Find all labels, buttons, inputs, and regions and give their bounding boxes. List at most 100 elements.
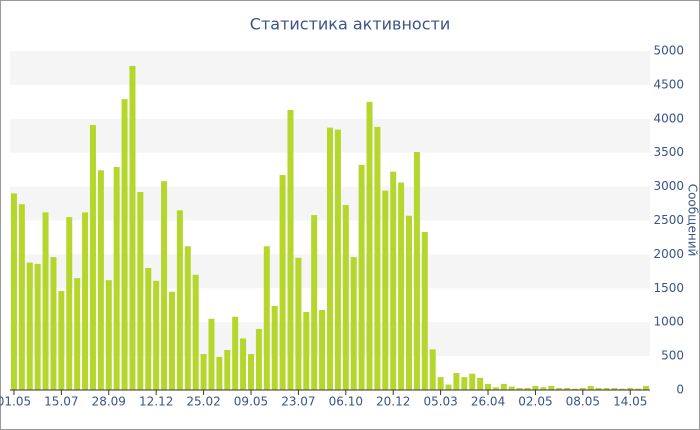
bar bbox=[516, 387, 523, 390]
bar bbox=[303, 312, 310, 390]
bar bbox=[97, 170, 104, 390]
bar bbox=[232, 316, 239, 390]
bar bbox=[398, 182, 405, 390]
bar bbox=[34, 263, 41, 390]
bar bbox=[137, 192, 144, 390]
bar bbox=[82, 212, 89, 390]
bar bbox=[121, 99, 128, 390]
bar bbox=[564, 387, 571, 390]
bar bbox=[168, 291, 175, 390]
bar bbox=[445, 384, 452, 390]
bar bbox=[413, 152, 420, 390]
bar bbox=[58, 291, 65, 390]
y-axis-title: Сообщений bbox=[686, 184, 700, 257]
y-tick-label: 2000 bbox=[653, 247, 684, 261]
bar bbox=[26, 262, 33, 390]
x-tick-label: 06.10 bbox=[329, 395, 363, 409]
bar bbox=[326, 127, 334, 390]
x-tick-label: 14.05 bbox=[613, 395, 647, 409]
bar bbox=[627, 387, 634, 390]
bar bbox=[500, 383, 507, 390]
x-tick-label: 23.07 bbox=[281, 395, 315, 409]
bar bbox=[390, 171, 397, 390]
y-tick-label: 4000 bbox=[653, 111, 684, 125]
x-tick-label: 20.12 bbox=[376, 395, 410, 409]
bar bbox=[461, 377, 468, 390]
bar bbox=[603, 387, 610, 390]
bar bbox=[192, 274, 199, 390]
y-tick-label: 1000 bbox=[653, 315, 684, 329]
bar bbox=[619, 388, 626, 390]
bar bbox=[184, 246, 191, 390]
bar bbox=[216, 356, 223, 390]
bar bbox=[556, 387, 563, 390]
bar bbox=[374, 126, 381, 390]
bar bbox=[453, 373, 460, 390]
y-tick-label: 4500 bbox=[653, 77, 684, 91]
bar bbox=[240, 338, 247, 390]
bar bbox=[382, 190, 389, 390]
bar bbox=[42, 212, 49, 390]
y-tick-label: 2500 bbox=[653, 213, 684, 227]
bar bbox=[635, 388, 642, 390]
bar bbox=[366, 101, 373, 390]
bar bbox=[643, 385, 650, 390]
grid-band bbox=[10, 51, 650, 85]
bar bbox=[485, 383, 492, 390]
bar bbox=[595, 387, 602, 390]
bar bbox=[319, 309, 326, 390]
x-tick-label: 02.05 bbox=[518, 395, 552, 409]
bar bbox=[477, 377, 484, 390]
bar bbox=[350, 257, 357, 390]
bar bbox=[429, 349, 436, 390]
bar bbox=[334, 129, 341, 390]
bar bbox=[532, 385, 539, 390]
bar bbox=[287, 109, 294, 391]
x-tick-label: 12.12 bbox=[139, 395, 173, 409]
x-tick-label: 08.05 bbox=[566, 395, 600, 409]
bar bbox=[279, 175, 286, 390]
bar bbox=[255, 328, 262, 390]
bar bbox=[66, 217, 73, 390]
bar bbox=[89, 124, 96, 390]
bar bbox=[508, 386, 515, 390]
bar bbox=[311, 215, 318, 390]
bar bbox=[145, 267, 152, 390]
bar bbox=[421, 232, 428, 390]
x-tick-label: 25.02 bbox=[186, 395, 220, 409]
bar bbox=[153, 280, 160, 390]
x-tick-label: 28.09 bbox=[92, 395, 126, 409]
bar bbox=[437, 377, 444, 390]
bar bbox=[263, 246, 270, 390]
y-tick-label: 500 bbox=[661, 349, 684, 363]
bar bbox=[200, 354, 207, 390]
x-tick-label: 15.07 bbox=[44, 395, 78, 409]
bar bbox=[18, 204, 25, 390]
bar bbox=[469, 373, 476, 390]
x-tick-label: 05.03 bbox=[423, 395, 457, 409]
bar bbox=[571, 388, 578, 390]
bar bbox=[540, 387, 547, 390]
y-tick-label: 5000 bbox=[653, 44, 684, 58]
bar bbox=[295, 257, 302, 390]
bar bbox=[358, 164, 365, 390]
bar bbox=[406, 215, 413, 390]
bar bbox=[271, 305, 278, 390]
bar bbox=[224, 349, 231, 390]
bar bbox=[579, 387, 586, 390]
bar bbox=[208, 318, 215, 390]
y-tick-label: 3500 bbox=[653, 145, 684, 159]
bar bbox=[548, 385, 555, 390]
x-tick-label: 26.04 bbox=[471, 395, 505, 409]
x-tick-label: 09.05 bbox=[234, 395, 268, 409]
bar bbox=[113, 166, 120, 390]
bar bbox=[492, 387, 499, 390]
bar bbox=[50, 257, 57, 390]
bar bbox=[10, 193, 17, 390]
bar bbox=[587, 385, 594, 390]
bar bbox=[176, 210, 183, 390]
bar bbox=[161, 181, 168, 390]
bar bbox=[611, 387, 618, 390]
bar bbox=[129, 65, 136, 390]
